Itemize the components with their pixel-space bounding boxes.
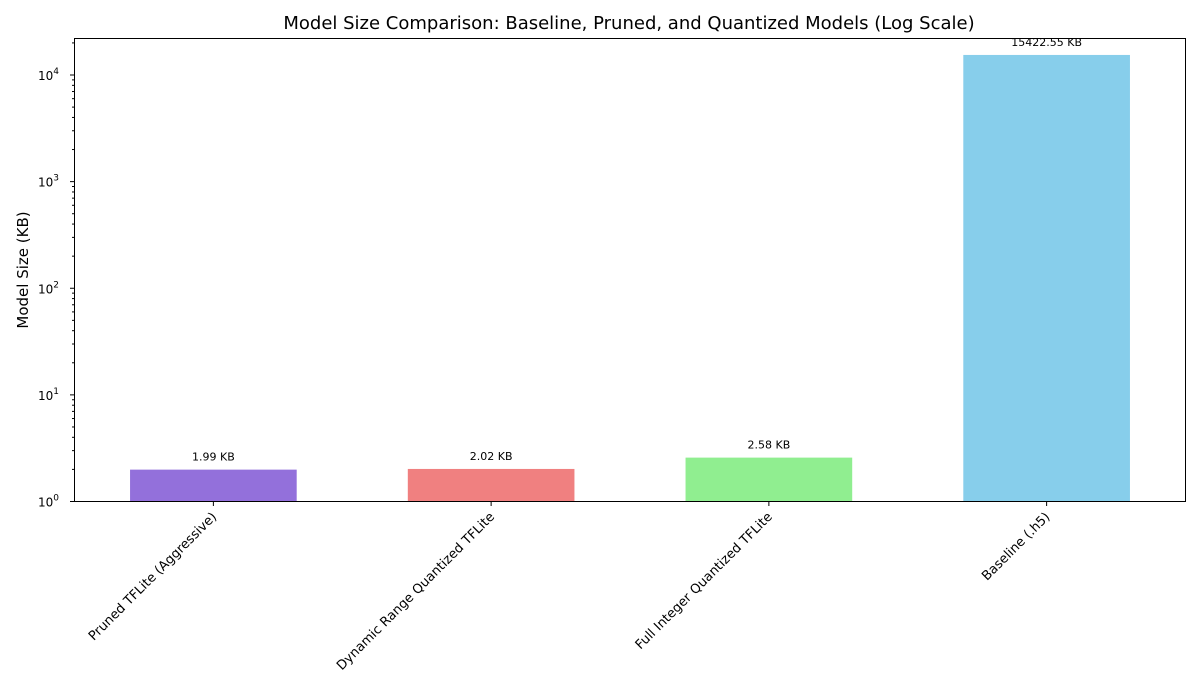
y-tick-label: 102: [38, 280, 59, 296]
x-tick-label-2: Full Integer Quantized TFLite: [633, 510, 776, 653]
y-tick-label: 104: [38, 67, 59, 83]
bar-0: [130, 469, 297, 502]
data-label-1: 2.02 KB: [470, 450, 513, 463]
x-ticks: Pruned TFLite (Aggressive) Dynamic Range …: [86, 501, 1053, 674]
y-tick-label: 101: [38, 387, 59, 403]
x-tick-label-3: Baseline (.h5): [979, 510, 1053, 584]
x-tick-label-0: Pruned TFLite (Aggressive): [86, 510, 220, 644]
plot-frame: [74, 38, 1186, 502]
bar-2: [685, 457, 853, 502]
bar-1: [407, 468, 575, 502]
data-labels: 1.99 KB 2.02 KB 2.58 KB 15422.55 KB: [192, 36, 1082, 464]
bars: [130, 54, 1130, 502]
data-label-3: 15422.55 KB: [1011, 36, 1082, 49]
y-tick-label: 100: [38, 494, 59, 510]
y-tick-label: 103: [38, 174, 59, 190]
y-axis-label: Model Size (KB): [14, 211, 32, 328]
chart-title: Model Size Comparison: Baseline, Pruned,…: [283, 13, 974, 34]
y-major-ticks: 100 101 102 103 104: [38, 67, 75, 510]
bar-3: [963, 54, 1130, 502]
x-tick-label-1: Dynamic Range Quantized TFLite: [334, 510, 498, 674]
data-label-2: 2.58 KB: [748, 439, 791, 452]
data-label-0: 1.99 KB: [192, 451, 235, 464]
